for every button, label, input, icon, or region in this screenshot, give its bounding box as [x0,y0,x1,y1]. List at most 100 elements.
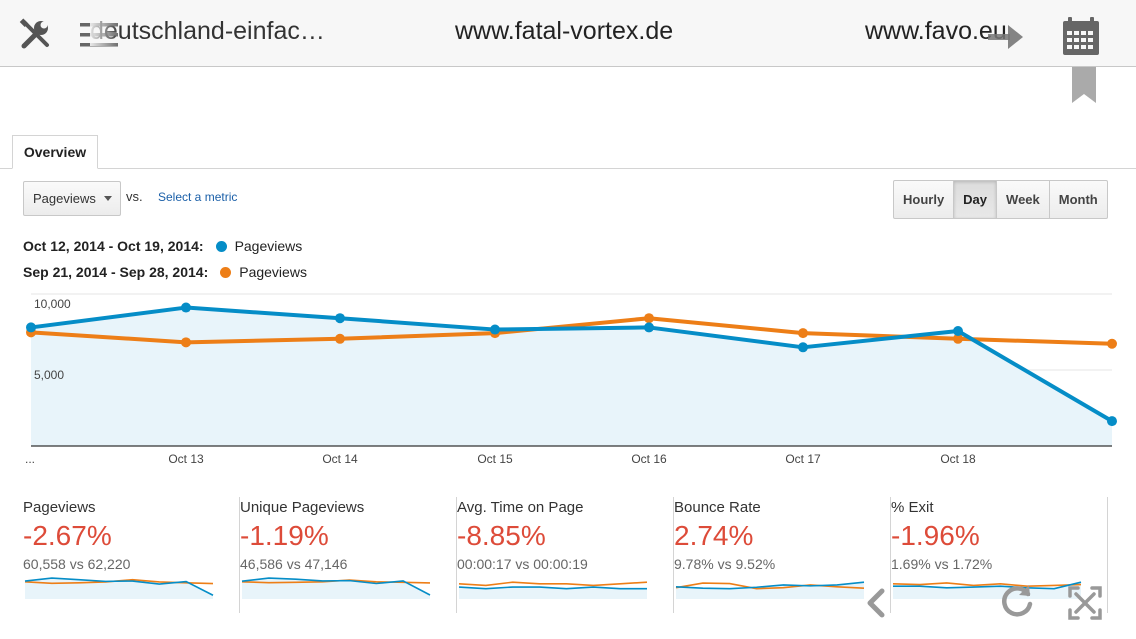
metric-summary-row: Pageviews -2.67% 60,558 vs 62,220 Unique… [0,495,1136,613]
sparkline-previous [458,581,648,587]
data-point [644,322,654,333]
x-tick-label: Oct 17 [785,452,821,466]
sparkline-current [675,581,865,590]
x-tick-label: Oct 15 [477,452,513,466]
refresh-icon[interactable] [998,582,1036,620]
stat-avg-time-on-page[interactable]: Avg. Time on Page -8.85% 00:00:17 vs 00:… [457,495,674,613]
stat-change: -1.96% [891,520,980,551]
sparkline-current [241,577,431,596]
series-area-fill [31,307,1112,446]
data-point [644,313,654,324]
data-point [953,325,963,336]
stat-change: -2.67% [23,520,112,551]
stat-compare: 46,586 vs 47,146 [240,556,348,572]
vs-label: vs. [126,189,143,204]
browser-tab-1[interactable]: deutschland-einfac… [90,17,360,46]
x-tick-label: ... [25,452,35,466]
data-point [26,322,36,333]
sparkline-previous [892,582,1082,588]
stat-sparkline [892,581,1082,599]
legend-series-label: Pageviews [234,238,303,254]
legend-date-range: Oct 12, 2014 - Oct 19, 2014: [23,238,204,254]
stat-divider [239,497,240,613]
stat-bounce-rate[interactable]: Bounce Rate 2.74% 9.78% vs 9.52% [674,495,891,613]
data-point [181,337,191,348]
browser-tab-1-label: deutschland-einfac… [90,17,325,45]
granularity-week-button[interactable]: Week [997,181,1050,218]
stat-name: Unique Pageviews [240,499,365,516]
stat-sparkline [241,577,431,599]
data-point [335,313,345,324]
stat-name: Bounce Rate [674,499,761,516]
browser-tab-2[interactable]: www.fatal-vortex.de [455,17,674,45]
x-tick-label: Oct 16 [631,452,667,466]
data-point [181,302,191,313]
arrow-right-icon[interactable] [986,22,1026,52]
granularity-day-button[interactable]: Day [954,181,998,218]
data-point [490,324,500,335]
stat-compare: 1.69% vs 1.72% [891,556,993,572]
legend-series-label: Pageviews [239,264,307,280]
stat-change: -1.19% [240,520,329,551]
stat-sparkline [675,581,865,599]
x-tick-label: Oct 13 [168,452,204,466]
granularity-hourly-button[interactable]: Hourly [894,181,955,218]
calendar-icon[interactable] [1062,16,1100,56]
select-metric-link[interactable]: Select a metric [158,190,238,204]
browser-toolbar: deutschland-einfac… www.fatal-vortex.de … [0,0,1136,67]
browser-tab-3[interactable]: www.favo.eu [865,17,1007,45]
stat-compare: 00:00:17 vs 00:00:19 [457,556,588,572]
data-point [953,333,963,344]
stat-sparkline [458,581,648,599]
stat-name: % Exit [891,499,934,516]
sparkline-current [24,577,214,596]
fullscreen-exit-icon[interactable] [1067,585,1103,621]
granularity-toggle: Hourly Day Week Month [893,180,1108,219]
stat-pageviews[interactable]: Pageviews -2.67% 60,558 vs 62,220 [23,495,240,613]
legend-row-current: Oct 12, 2014 - Oct 19, 2014: Pageviews [23,238,302,254]
y-tick-label: 10,000 [34,297,71,311]
series-line-1 [30,316,1113,346]
stat-divider [890,497,891,613]
tab-row-divider [0,168,1136,169]
data-point [1107,338,1117,349]
wrench-screwdriver-icon[interactable] [18,17,52,51]
stat-sparkline [24,577,214,599]
legend-date-range: Sep 21, 2014 - Sep 28, 2014: [23,264,209,280]
stat-change: -8.85% [457,520,546,551]
stat-divider [1107,497,1108,613]
data-point [798,328,808,339]
data-point [1107,416,1117,427]
sparkline-previous [675,582,865,590]
legend-dot-icon [220,267,232,278]
stat-compare: 9.78% vs 9.52% [674,556,776,572]
stat-divider [456,497,457,613]
stat-change: 2.74% [674,520,754,551]
tab-fade [90,17,120,46]
stat-percent-exit[interactable]: % Exit -1.96% 1.69% vs 1.72% [891,495,1108,613]
data-point [798,342,808,353]
chevron-down-icon [104,196,112,201]
sparkline-area [459,587,647,599]
metric-dropdown-value: Pageviews [33,191,96,206]
sparkline-current [458,586,647,590]
stat-divider [673,497,674,613]
granularity-month-button[interactable]: Month [1058,192,1098,207]
data-point [335,333,345,344]
stat-compare: 60,558 vs 62,220 [23,556,131,572]
x-tick-label: Oct 18 [940,452,976,466]
series-line-0 [30,305,1114,423]
chevron-left-icon[interactable] [862,587,890,619]
legend-row-previous: Sep 21, 2014 - Sep 28, 2014: Pageviews [23,264,307,280]
stat-unique-pageviews[interactable]: Unique Pageviews -1.19% 46,586 vs 47,146 [240,495,457,613]
stat-name: Pageviews [23,499,96,516]
metric-dropdown[interactable]: Pageviews [23,181,121,216]
sparkline-area [893,582,1081,599]
legend-dot-icon [215,241,227,252]
y-tick-label: 5,000 [34,368,64,382]
tab-overview[interactable]: Overview [12,135,98,169]
sparkline-current [893,581,1082,590]
x-tick-label: Oct 14 [322,452,358,466]
bookmark-icon[interactable] [1072,67,1096,103]
